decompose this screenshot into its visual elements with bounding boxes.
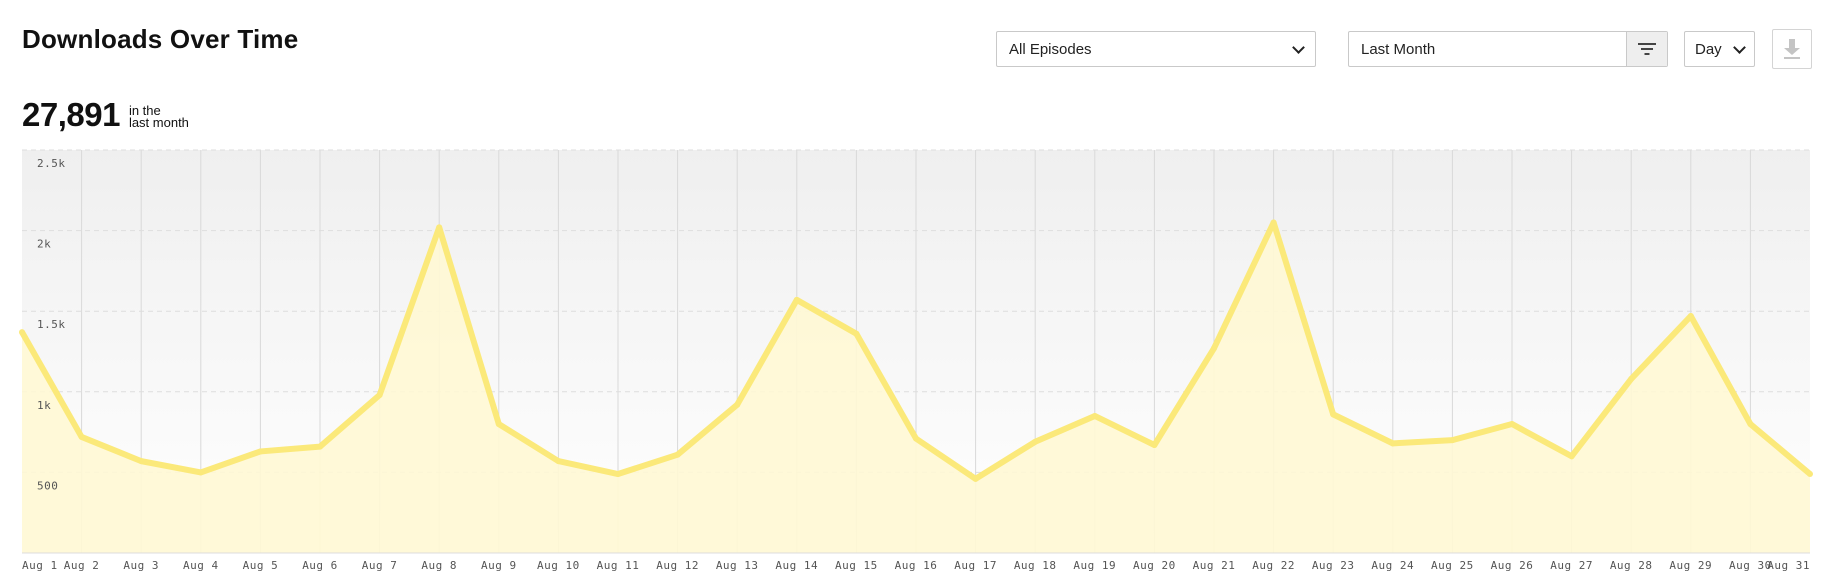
- downloads-total-caption: in the last month: [128, 103, 189, 132]
- data-point-aug-24[interactable]: [1389, 440, 1396, 447]
- date-range-select[interactable]: Last Month: [1348, 31, 1668, 67]
- data-point-aug-19[interactable]: [1091, 412, 1098, 419]
- download-button[interactable]: [1772, 29, 1812, 69]
- y-tick-label: 1k: [37, 399, 51, 412]
- granularity-value: Day: [1695, 40, 1722, 58]
- data-point-aug-16[interactable]: [913, 435, 919, 442]
- x-tick-label: Aug 30: [1729, 559, 1772, 572]
- y-tick-label: 500: [37, 479, 58, 492]
- data-point-aug-1[interactable]: [19, 329, 25, 336]
- x-tick-label: Aug 6: [302, 559, 338, 572]
- x-tick-label: Aug 1: [22, 559, 58, 572]
- data-point-aug-12[interactable]: [674, 451, 681, 458]
- episodes-select[interactable]: All Episodes: [996, 31, 1316, 67]
- downloads-area: [22, 222, 1810, 554]
- page-title: Downloads Over Time: [22, 24, 299, 54]
- x-tick-label: Aug 15: [835, 559, 878, 572]
- x-tick-label: Aug 21: [1193, 559, 1236, 572]
- x-tick-label: Aug 16: [895, 559, 938, 572]
- x-tick-label: Aug 23: [1312, 559, 1355, 572]
- x-tick-label: Aug 12: [656, 559, 699, 572]
- x-tick-label: Aug 20: [1133, 559, 1176, 572]
- date-range-value: Last Month: [1361, 40, 1436, 58]
- x-tick-label: Aug 10: [537, 559, 580, 572]
- data-point-aug-23[interactable]: [1330, 411, 1337, 418]
- x-tick-label: Aug 17: [954, 559, 997, 572]
- x-tick-label: Aug 7: [362, 559, 398, 572]
- data-point-aug-17[interactable]: [972, 475, 979, 482]
- x-tick-label: Aug 28: [1610, 559, 1653, 572]
- x-tick-label: Aug 9: [481, 559, 517, 572]
- episodes-select-value: All Episodes: [1009, 40, 1092, 58]
- data-point-aug-31[interactable]: [1807, 471, 1813, 478]
- x-tick-label: Aug 31: [1767, 559, 1810, 572]
- data-point-aug-5[interactable]: [257, 448, 264, 455]
- data-point-aug-4[interactable]: [197, 469, 204, 476]
- x-tick-label: Aug 22: [1252, 559, 1295, 572]
- x-tick-label: Aug 24: [1371, 559, 1414, 572]
- data-point-aug-6[interactable]: [317, 443, 323, 450]
- data-point-aug-25[interactable]: [1449, 437, 1456, 444]
- data-point-aug-13[interactable]: [734, 401, 741, 408]
- data-point-aug-30[interactable]: [1747, 421, 1754, 428]
- data-point-aug-18[interactable]: [1032, 438, 1039, 445]
- data-point-aug-10[interactable]: [555, 458, 562, 465]
- x-tick-label: Aug 8: [421, 559, 457, 572]
- data-point-aug-27[interactable]: [1568, 453, 1575, 460]
- data-point-aug-2[interactable]: [78, 433, 85, 440]
- data-point-aug-29[interactable]: [1687, 313, 1694, 320]
- y-tick-label: 1.5k: [37, 318, 66, 331]
- download-icon: [1784, 39, 1800, 59]
- data-point-aug-26[interactable]: [1509, 421, 1515, 428]
- x-tick-label: Aug 29: [1669, 559, 1712, 572]
- x-tick-label: Aug 19: [1073, 559, 1116, 572]
- x-tick-label: Aug 2: [64, 559, 100, 572]
- data-point-aug-21[interactable]: [1211, 345, 1217, 352]
- data-point-aug-14[interactable]: [793, 296, 800, 303]
- filter-icon: [1638, 43, 1656, 55]
- data-point-aug-8[interactable]: [436, 224, 443, 231]
- filter-button[interactable]: [1626, 32, 1667, 66]
- data-point-aug-15[interactable]: [853, 330, 860, 337]
- x-tick-label: Aug 5: [243, 559, 279, 572]
- downloads-total: 27,891 in the last month: [22, 98, 189, 132]
- x-tick-label: Aug 14: [775, 559, 818, 572]
- data-point-aug-28[interactable]: [1628, 375, 1635, 382]
- granularity-select[interactable]: Day: [1684, 31, 1755, 67]
- data-point-aug-3[interactable]: [138, 458, 145, 465]
- x-tick-label: Aug 27: [1550, 559, 1593, 572]
- data-point-aug-7[interactable]: [376, 392, 383, 399]
- x-tick-label: Aug 11: [597, 559, 640, 572]
- x-tick-label: Aug 4: [183, 559, 219, 572]
- data-point-aug-9[interactable]: [495, 421, 502, 428]
- y-tick-label: 2k: [37, 238, 51, 251]
- downloads-total-value: 27,891: [22, 96, 120, 133]
- data-point-aug-11[interactable]: [615, 471, 621, 478]
- y-tick-label: 2.5k: [37, 157, 66, 170]
- caption-line-2: last month: [128, 115, 189, 130]
- data-point-aug-20[interactable]: [1151, 441, 1158, 448]
- x-tick-label: Aug 26: [1491, 559, 1534, 572]
- x-tick-label: Aug 25: [1431, 559, 1474, 572]
- x-tick-label: Aug 3: [123, 559, 159, 572]
- data-point-aug-22[interactable]: [1270, 219, 1277, 226]
- x-tick-label: Aug 18: [1014, 559, 1057, 572]
- x-tick-label: Aug 13: [716, 559, 759, 572]
- caption-line-1: in the: [128, 103, 161, 118]
